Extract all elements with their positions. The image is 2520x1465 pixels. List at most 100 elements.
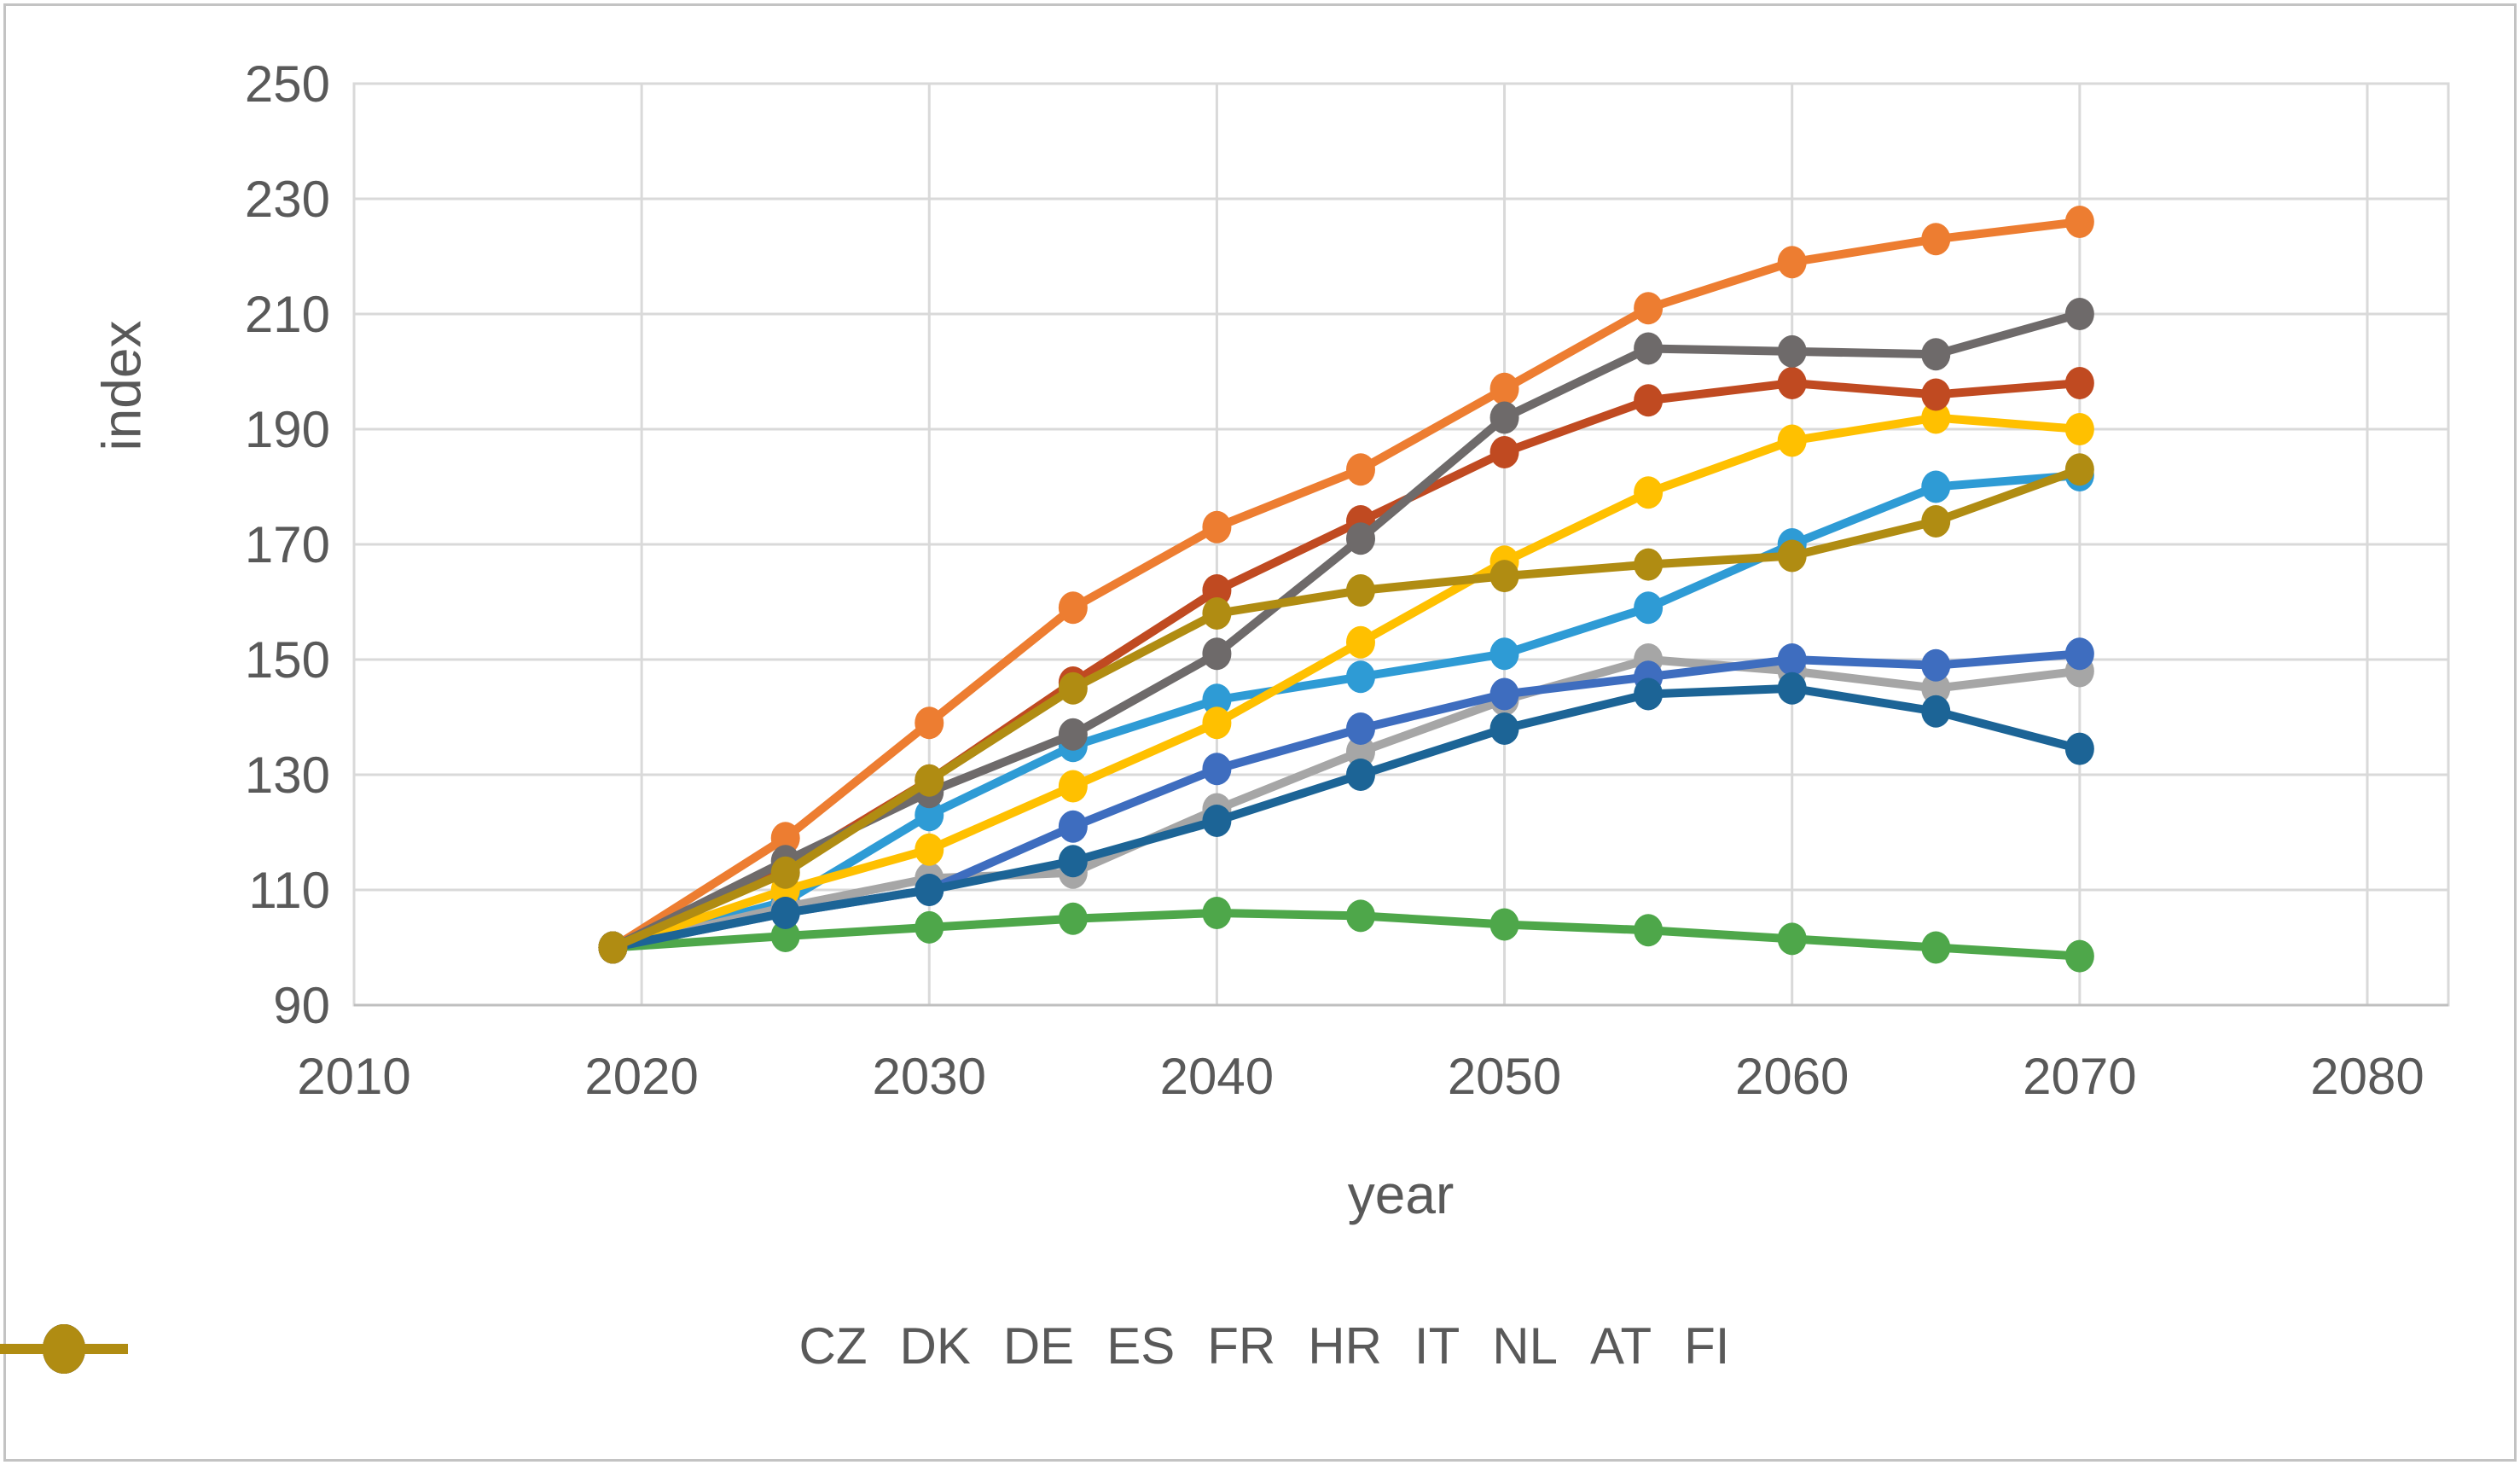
data-point-marker-at: [1634, 332, 1664, 365]
data-point-marker-fi: [598, 931, 628, 964]
data-point-marker-fr: [1777, 643, 1807, 676]
data-point-marker-nl: [2064, 367, 2094, 399]
data-point-marker-es: [1921, 401, 1951, 434]
data-point-marker-nl: [1921, 378, 1951, 411]
x-tick-label: 2050: [1448, 1048, 1561, 1105]
legend-item-label: HR: [1308, 1317, 1382, 1375]
x-tick-label: 2080: [2310, 1048, 2424, 1105]
data-point-marker-at: [1202, 637, 1232, 671]
data-point-marker-nl: [1489, 436, 1519, 468]
data-point-marker-dk: [1634, 292, 1664, 325]
data-point-marker-fr: [2064, 637, 2094, 671]
data-point-marker-it: [1921, 695, 1951, 728]
legend-item-dk: DK: [0, 1317, 971, 1375]
legend-item-it: IT: [0, 1317, 1460, 1375]
data-point-marker-at: [2064, 298, 2094, 330]
data-point-marker-it: [1777, 671, 1807, 705]
data-point-marker-at: [1345, 522, 1375, 555]
data-point-marker-fi: [770, 856, 800, 889]
data-point-marker-dk: [1345, 453, 1375, 486]
data-point-marker-fi: [915, 764, 944, 797]
data-point-marker-cz: [1202, 683, 1232, 717]
x-tick-label: 2040: [1160, 1048, 1274, 1105]
data-point-marker-it: [1489, 712, 1519, 745]
data-point-marker-fr: [1058, 810, 1088, 843]
data-point-marker-fi: [1777, 539, 1807, 573]
data-point-marker-it: [1345, 759, 1375, 791]
y-tick-label: 150: [245, 631, 330, 689]
data-point-marker-hr: [1634, 914, 1664, 947]
data-point-marker-fr: [1921, 648, 1951, 682]
x-tick-label: 2060: [1735, 1048, 1849, 1105]
data-point-marker-fi: [1345, 574, 1375, 607]
x-tick-label: 2010: [297, 1048, 410, 1105]
y-tick-label: 250: [245, 55, 330, 113]
legend-item-label: IT: [1414, 1317, 1460, 1375]
data-point-marker-it: [1058, 845, 1088, 878]
data-point-marker-fr: [1345, 712, 1375, 745]
data-point-marker-hr: [915, 910, 944, 944]
legend-item-label: FI: [1684, 1317, 1730, 1375]
data-point-marker-dk: [915, 706, 944, 740]
legend-item-de: DE: [0, 1321, 1074, 1374]
data-point-marker-hr: [1921, 931, 1951, 964]
data-point-marker-nl: [1202, 574, 1232, 607]
data-point-marker-hr: [770, 920, 800, 952]
y-axis-title: index: [90, 320, 153, 451]
data-point-marker-es: [1634, 476, 1664, 509]
x-tick-label: 2070: [2023, 1048, 2136, 1105]
legend-item-label: CZ: [798, 1317, 868, 1375]
y-tick-label: 230: [245, 171, 330, 228]
data-point-marker-at: [1921, 338, 1951, 371]
x-tick-label: 2030: [873, 1048, 986, 1105]
data-point-marker-dk: [1489, 372, 1519, 405]
data-point-marker-dk: [2064, 206, 2094, 238]
data-point-marker-de: [1345, 735, 1375, 768]
data-point-marker-fi: [1058, 671, 1088, 705]
data-point-marker-dk: [770, 822, 800, 855]
x-axis-title: year: [1347, 1164, 1455, 1225]
data-point-marker-nl: [1777, 367, 1807, 399]
data-point-marker-at: [1489, 401, 1519, 434]
y-tick-label: 170: [245, 516, 330, 573]
legend-line-dot-icon: [0, 1324, 128, 1374]
data-point-marker-at: [1777, 334, 1807, 368]
legend-item-label: DK: [899, 1317, 971, 1375]
y-tick-label: 110: [248, 862, 330, 919]
legend-item-es: ES: [0, 1321, 1175, 1374]
data-point-marker-cz: [1345, 660, 1375, 694]
data-point-marker-fr: [1489, 677, 1519, 711]
legend: CZ DK DE ES FR HR IT NL AT FI: [0, 1317, 2520, 1375]
data-point-marker-it: [1634, 677, 1664, 711]
data-point-marker-es: [1058, 770, 1088, 803]
legend-item-cz: CZ: [0, 1317, 868, 1375]
data-point-marker-at: [1058, 718, 1088, 751]
y-tick-label: 130: [245, 747, 330, 804]
y-tick-label: 190: [245, 401, 330, 458]
legend-item-label: FR: [1207, 1317, 1276, 1375]
data-point-marker-es: [1202, 706, 1232, 740]
data-point-marker-it: [915, 874, 944, 906]
data-point-marker-dk: [1777, 246, 1807, 279]
data-point-marker-it: [770, 897, 800, 929]
data-point-marker-hr: [2064, 939, 2094, 973]
data-point-marker-es: [1777, 424, 1807, 457]
data-point-marker-fi: [1202, 597, 1232, 630]
series-line-at: [608, 310, 2084, 952]
legend-item-hr: HR: [0, 1317, 1382, 1375]
data-point-marker-cz: [1921, 470, 1951, 503]
data-point-marker-hr: [1489, 908, 1519, 941]
data-point-marker-hr: [1777, 922, 1807, 956]
data-point-marker-dk: [1202, 510, 1232, 544]
data-point-marker-dk: [1058, 591, 1088, 625]
data-point-marker-hr: [1202, 897, 1232, 929]
legend-item-at: AT: [0, 1321, 1652, 1374]
x-tick-label: 2020: [584, 1048, 698, 1105]
legend-item-label: NL: [1492, 1317, 1558, 1375]
data-point-marker-fr: [1202, 753, 1232, 786]
data-point-marker-it: [2064, 732, 2094, 765]
legend-item-nl: NL: [0, 1317, 1558, 1375]
data-point-marker-dk: [1921, 223, 1951, 256]
y-tick-label: 210: [245, 286, 330, 343]
